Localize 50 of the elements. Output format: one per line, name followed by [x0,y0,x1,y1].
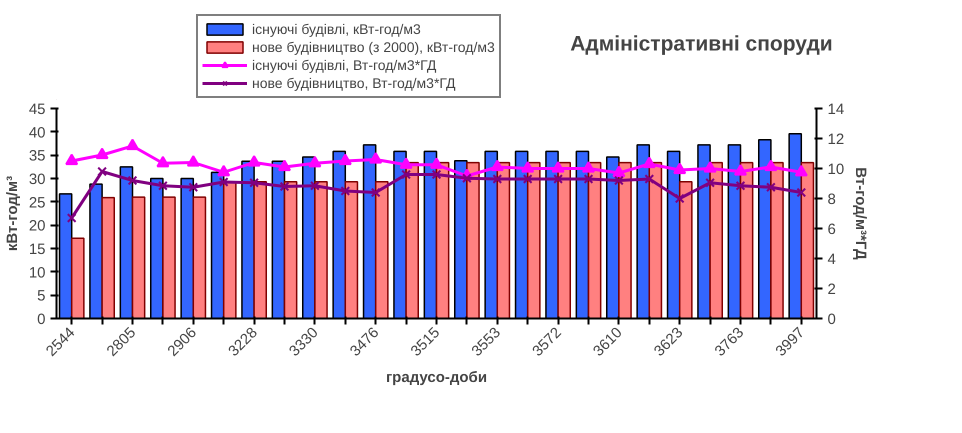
bar [740,162,754,318]
y-tick-label: 40 [28,124,46,142]
bar [496,162,510,318]
bar [648,162,662,318]
bar [618,162,632,318]
bar [405,162,420,318]
bar [709,162,724,318]
legend-label: нове будівництво (з 2000), кВт-год/м3 [252,38,495,56]
legend-label: існуючі будівлі, кВт-год/м3 [252,20,421,38]
bar [588,162,602,318]
y2-tick-label: 4 [828,251,836,268]
y-tick-label: 35 [28,148,46,165]
y2-tick-label: 6 [828,221,836,238]
y-tick-label: 15 [28,241,46,258]
y-tick-label: 25 [28,194,46,212]
bar [557,162,572,318]
bar [314,181,328,318]
bar [770,162,784,318]
legend-label: нове будівництво, Вт-год/м3*ГД [252,74,456,92]
y2-tick-label: 12 [828,131,844,148]
y2-tick-label: 10 [828,161,844,178]
bar [192,196,206,318]
bar [436,162,450,318]
bar [466,162,480,318]
bar [253,181,268,318]
chart-title: Адміністративні споруди [570,32,833,56]
bar [70,237,85,318]
bar [162,196,176,318]
y-tick-label: 45 [28,101,46,118]
legend-label: існуючі будівлі, Вт-год/м3*ГД [252,56,436,74]
y-tick-label: 5 [37,288,46,305]
y2-tick-label: 14 [828,101,844,118]
y-tick-label: 10 [28,264,46,282]
y-tick-label: 0 [37,311,46,328]
bar [284,181,298,318]
y-tick-label: 30 [28,171,46,188]
bar [526,162,541,318]
y-tick-label: 20 [28,218,46,235]
y-axis-title: кВт-год/м³ [4,176,21,252]
x-axis-title: градусо-доби [386,368,488,386]
y2-tick-label: 0 [828,311,836,328]
bar [344,181,358,318]
bar [678,181,693,318]
bar [132,196,146,318]
y2-tick-label: 8 [828,191,836,208]
y2-axis-title: Вт-год/м³*ГД [852,167,870,260]
bar [800,162,814,318]
y2-tick-label: 2 [828,281,836,298]
bar [374,181,389,318]
bar [101,196,116,318]
